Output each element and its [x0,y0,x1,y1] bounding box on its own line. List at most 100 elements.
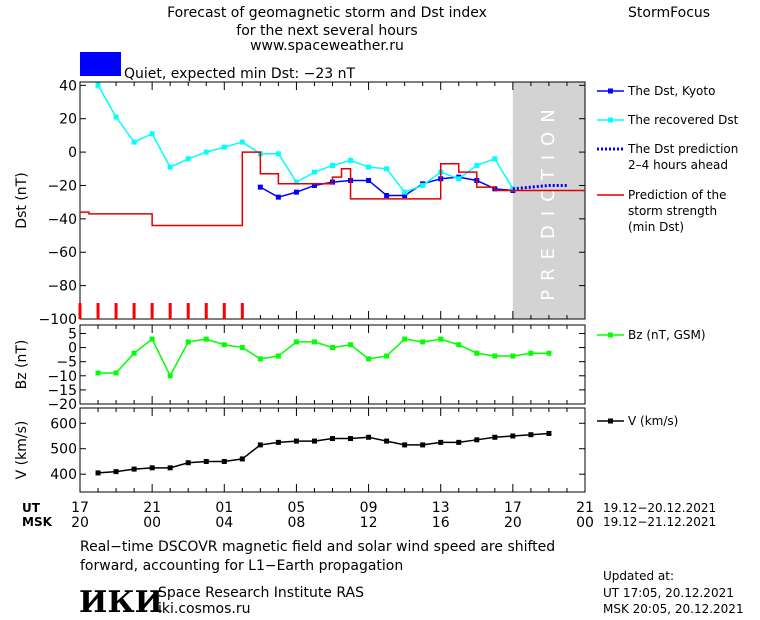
data-point [510,353,516,359]
legend-label: V (km/s) [628,414,678,428]
y-tick-label: −5 [56,355,77,371]
institute-site: iki.cosmos.ru [158,601,250,617]
updated-label: Updated at: [603,569,674,583]
storm-level-tick [150,303,154,319]
ut-tick-label: 17 [504,500,522,516]
data-point [203,149,209,155]
updated-msk: MSK 20:05, 20.12.2021 [603,602,744,616]
ut-tick-label: 21 [576,500,594,516]
data-point [474,162,480,168]
y-tick-label: −40 [47,212,77,228]
data-point [95,470,101,476]
institute-name: Space Research Institute RAS [158,585,364,601]
data-point [366,164,372,170]
bz-panel: 50−5−10−15−20 Bz (nT) [14,324,586,413]
storm-level-tick [186,303,190,319]
note-line-1: Real−time DSCOVR magnetic field and sola… [80,539,555,555]
updated-ut: UT 17:05, 20.12.2021 [603,586,734,600]
data-point [221,458,227,464]
data-point [311,339,317,345]
title-line-1: Forecast of geomagnetic storm and Dst in… [167,5,487,21]
storm-level-tick [240,303,244,319]
data-point [113,469,119,475]
data-point [203,458,209,464]
data-point [275,439,281,445]
data-point [239,456,245,462]
data-point [149,131,155,137]
data-point [185,156,191,162]
data-point [456,439,462,445]
data-point [185,460,191,466]
y-tick-label: 600 [50,416,77,432]
data-point [221,144,227,150]
msk-tick-label: 00 [576,515,594,531]
data-point [402,192,408,198]
data-point [384,353,390,359]
data-point [275,353,281,359]
data-point [131,466,137,472]
data-point [257,184,263,190]
storm-level-tick [204,303,208,319]
data-point [293,438,299,444]
data-point [311,169,317,175]
data-point [149,336,155,342]
ut-tick-label: 09 [360,500,378,516]
msk-tick-label: 12 [360,515,378,531]
status-text: Quiet, expected min Dst: −23 nT [124,66,356,82]
data-point [474,350,480,356]
data-point [492,156,498,162]
legend-marker [608,332,613,338]
data-point [420,182,426,188]
ut-tick-label: 17 [71,500,89,516]
dst-y-axis-label: Dst (nT) [14,172,30,228]
y-tick-label: −60 [47,245,77,261]
y-tick-label: −100 [39,312,77,328]
series-line-v-km-s [97,432,549,474]
speed-panel: 600 500 400 V (km/s) [14,407,586,493]
data-point [330,162,335,168]
y-tick-label: −20 [47,397,77,413]
data-point [456,176,462,182]
msk-tick-label: 20 [504,515,522,531]
data-point [420,339,426,345]
title-line-2: for the next several hours [236,23,417,39]
title-line-3: www.spaceweather.ru [250,38,404,54]
data-point [113,114,119,120]
y-tick-label: −10 [47,369,77,385]
data-point [95,370,101,376]
data-point [311,182,317,188]
data-point [149,465,155,471]
y-tick-label: 500 [50,442,77,458]
storm-level-tick [168,303,172,319]
y-tick-label: −15 [47,383,77,399]
y-tick-label: 5 [68,326,77,342]
msk-tick-label: 16 [432,515,450,531]
storm-level-tick [114,303,118,319]
data-point [257,442,263,448]
data-point [185,339,191,345]
series-line-bz-nt-gsm [98,337,549,378]
bz-y-axis-label: Bz (nT) [14,340,30,390]
data-point [546,350,552,356]
data-point [239,345,245,351]
data-point [492,353,498,359]
legend-marker [608,117,613,123]
data-point [330,436,335,442]
ut-axis-label: UT [22,501,41,515]
data-point [492,434,498,440]
y-tick-label: −80 [47,279,77,295]
series-line-the-recovered-dst [97,84,514,194]
data-point [239,139,245,145]
prediction-zone [512,82,585,319]
data-point [366,177,372,183]
data-point [528,432,534,438]
data-point [167,373,173,379]
msk-tick-label: 20 [71,515,89,531]
v-frame [79,407,586,493]
data-point [257,356,263,362]
data-point [474,437,480,443]
data-point [366,434,372,440]
y-tick-label: 0 [68,341,77,357]
data-point [366,356,372,362]
